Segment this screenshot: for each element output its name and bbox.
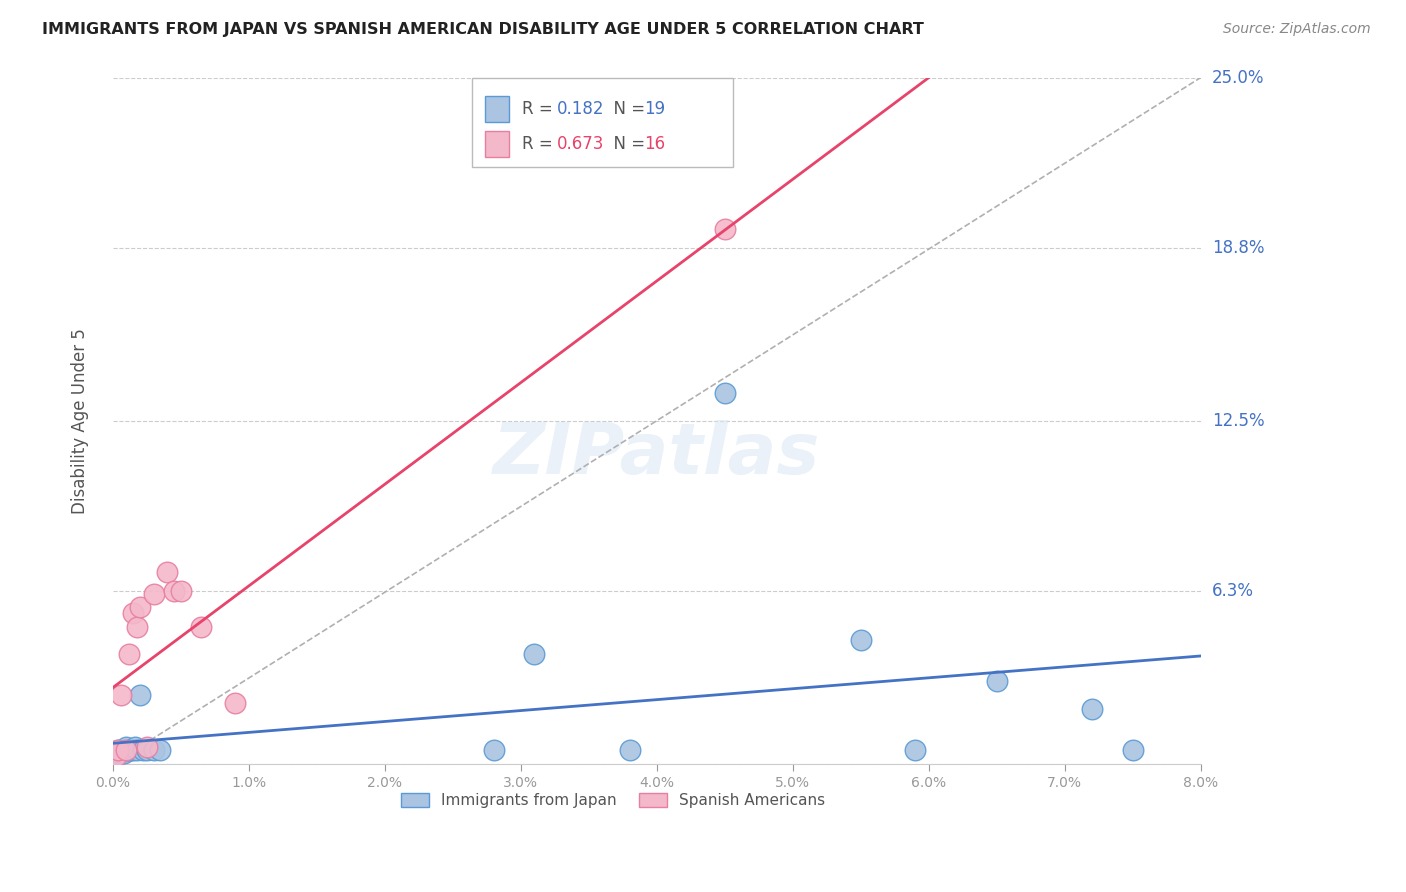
Point <box>619 743 641 757</box>
Text: 18.8%: 18.8% <box>1212 239 1264 257</box>
Point <box>713 386 735 401</box>
Text: 16: 16 <box>644 136 665 153</box>
Point <box>110 688 132 702</box>
Point <box>112 746 135 760</box>
FancyBboxPatch shape <box>472 78 733 167</box>
Point <box>482 743 505 757</box>
Y-axis label: Disability Age Under 5: Disability Age Under 5 <box>72 327 89 514</box>
Point <box>170 583 193 598</box>
Point <box>127 743 149 757</box>
Point <box>142 743 165 757</box>
Text: Source: ZipAtlas.com: Source: ZipAtlas.com <box>1223 22 1371 37</box>
Point <box>107 743 129 757</box>
Point <box>115 743 138 757</box>
Point <box>135 740 157 755</box>
Text: ZIPatlas: ZIPatlas <box>494 420 821 490</box>
Point <box>523 647 546 661</box>
Point <box>115 740 138 755</box>
Text: 6.3%: 6.3% <box>1212 582 1254 600</box>
Point <box>115 743 138 757</box>
Point <box>111 746 134 760</box>
Point <box>110 743 132 757</box>
Point <box>129 688 152 702</box>
Point <box>190 619 212 633</box>
Point <box>163 583 186 598</box>
Point <box>108 746 131 760</box>
Point <box>127 619 149 633</box>
Text: 12.5%: 12.5% <box>1212 412 1264 430</box>
Point <box>904 743 927 757</box>
Point <box>156 565 179 579</box>
Text: R =: R = <box>522 100 558 118</box>
Point <box>122 743 145 757</box>
Point <box>104 746 127 760</box>
Point <box>1122 743 1144 757</box>
Text: 25.0%: 25.0% <box>1212 69 1264 87</box>
Point <box>224 697 246 711</box>
Point <box>118 743 141 757</box>
Point <box>849 633 872 648</box>
Point <box>104 748 127 763</box>
Point <box>120 743 142 757</box>
Legend: Immigrants from Japan, Spanish Americans: Immigrants from Japan, Spanish Americans <box>395 788 831 814</box>
Point <box>124 740 146 755</box>
Point <box>986 674 1008 689</box>
Point <box>713 221 735 235</box>
Point <box>142 586 165 600</box>
Point <box>122 606 145 620</box>
Text: 0.182: 0.182 <box>557 100 605 118</box>
Text: 0.673: 0.673 <box>557 136 605 153</box>
Text: N =: N = <box>603 100 651 118</box>
Point <box>135 743 157 757</box>
Point <box>149 743 172 757</box>
Bar <box>485 131 509 158</box>
Point <box>118 647 141 661</box>
Bar <box>485 95 509 122</box>
Text: N =: N = <box>603 136 651 153</box>
Point <box>107 743 129 757</box>
Text: IMMIGRANTS FROM JAPAN VS SPANISH AMERICAN DISABILITY AGE UNDER 5 CORRELATION CHA: IMMIGRANTS FROM JAPAN VS SPANISH AMERICA… <box>42 22 924 37</box>
Point <box>129 600 152 615</box>
Text: R =: R = <box>522 136 558 153</box>
Text: 19: 19 <box>644 100 665 118</box>
Point <box>132 743 155 757</box>
Point <box>1081 702 1104 716</box>
